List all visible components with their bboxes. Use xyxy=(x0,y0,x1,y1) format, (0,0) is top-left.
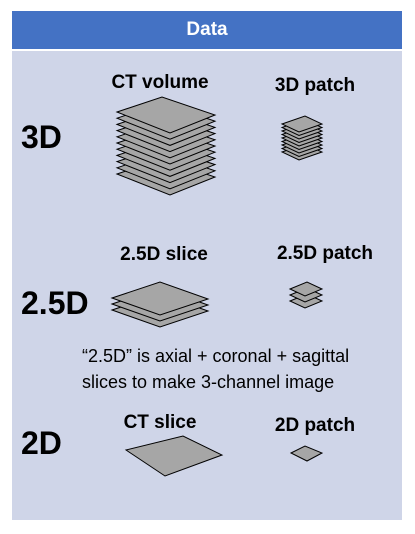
patch-2-5d-stack xyxy=(288,281,324,309)
patch-3d-stack xyxy=(280,115,324,161)
ct-volume-stack xyxy=(115,96,217,196)
header-title: Data xyxy=(186,19,228,40)
ct-slice-layer xyxy=(124,435,224,477)
row-label-3d: 3D xyxy=(21,119,62,155)
note-line-1: “2.5D” is axial + coronal + sagittal xyxy=(82,346,350,366)
slice-2-5d-stack-layer xyxy=(110,281,210,316)
patch-2d xyxy=(289,445,324,462)
patch-3d-stack-layer xyxy=(280,115,324,133)
ct-slice xyxy=(124,435,224,477)
label-ct-slice: CT slice xyxy=(123,412,197,433)
label-2d-patch: 2D patch xyxy=(274,415,356,436)
diagram-panel xyxy=(12,11,402,520)
label-2-5d-patch: 2.5D patch xyxy=(276,243,374,264)
row-label-2-5d: 2.5D xyxy=(21,285,89,321)
label-ct-volume: CT volume xyxy=(111,72,209,93)
patch-2d-layer xyxy=(289,445,324,462)
label-3d-patch: 3D patch xyxy=(274,75,356,96)
label-2-5d-slice: 2.5D slice xyxy=(120,244,208,265)
ct-volume-stack-layer xyxy=(115,96,217,134)
patch-2-5d-stack-layer xyxy=(288,281,324,297)
header-divider xyxy=(12,49,402,51)
row-label-2d: 2D xyxy=(21,425,62,461)
note-text: “2.5D” is axial + coronal + sagittal sli… xyxy=(82,343,349,395)
slice-2-5d-stack xyxy=(110,281,210,328)
note-line-2: slices to make 3-channel image xyxy=(82,372,335,392)
header-bar: Data xyxy=(12,11,402,49)
